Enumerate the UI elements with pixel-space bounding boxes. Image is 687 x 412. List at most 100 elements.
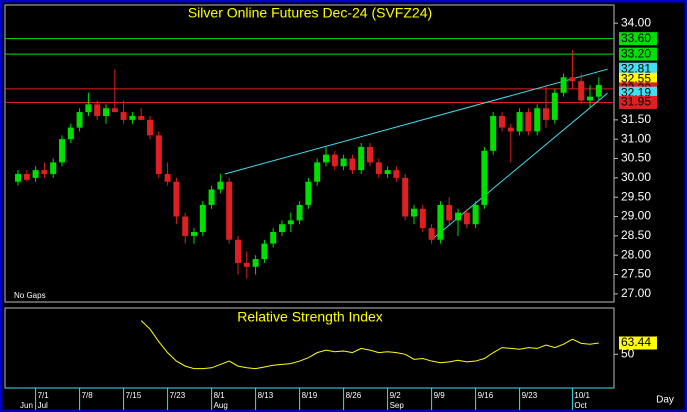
candle-body	[525, 112, 532, 132]
month-label: Jun	[20, 401, 33, 410]
candle-body	[50, 162, 57, 174]
candle-body	[428, 228, 435, 240]
y-tick-label: 29.50	[621, 189, 651, 203]
candle-body	[217, 181, 224, 190]
month-label: Oct	[574, 401, 587, 410]
candle-body	[587, 96, 593, 101]
x-tick-label: 8/19	[302, 391, 318, 400]
candle-body	[164, 173, 171, 182]
rsi-line	[140, 320, 599, 370]
candle-body	[455, 212, 461, 221]
x-tick-label: 7/1	[38, 391, 50, 400]
candle-body	[182, 216, 189, 236]
candle-body	[226, 181, 233, 240]
candle-body	[499, 115, 505, 128]
y-tick-label: 30.50	[621, 151, 651, 165]
level-tag	[619, 47, 657, 61]
candle-body	[323, 154, 329, 163]
candle-body	[155, 135, 162, 174]
candle-body	[534, 108, 541, 132]
y-tick-label: 30.00	[621, 170, 651, 184]
x-tick-label: 7/15	[126, 391, 142, 400]
candle-body	[419, 208, 426, 229]
candle-body	[375, 162, 382, 174]
level-label: 32.55	[621, 71, 651, 85]
candle-body	[490, 115, 497, 151]
candle-body	[41, 170, 48, 174]
candle-body	[331, 154, 338, 167]
candle-body	[270, 232, 277, 244]
x-tick-label: 9/2	[390, 391, 402, 400]
candle-body	[569, 77, 576, 82]
candle-body	[446, 204, 453, 221]
x-tick-label: 9/9	[434, 391, 446, 400]
candle-body	[543, 108, 549, 120]
rsi-tag	[619, 336, 657, 350]
y-tick-label: 31.00	[621, 131, 651, 145]
candle-body	[67, 127, 74, 140]
candle-body	[32, 170, 39, 178]
candle-body	[402, 177, 409, 217]
candle-body	[76, 112, 83, 128]
x-tick-label: 8/26	[346, 391, 362, 400]
candle-body	[314, 162, 321, 182]
x-tick-label: 7/8	[82, 391, 94, 400]
candle-body	[287, 220, 294, 225]
price-panel	[4, 4, 615, 303]
candle-body	[551, 92, 558, 120]
candle-body	[516, 112, 523, 132]
level-label: 33.60	[621, 31, 651, 45]
chart-title: Silver Online Futures Dec-24 (SVFZ24)	[188, 5, 432, 21]
level-tag	[619, 95, 657, 109]
candle-body	[252, 259, 259, 267]
month-label: Aug	[214, 401, 228, 410]
candle-body	[138, 115, 145, 120]
rsi-last-label: 63.44	[621, 335, 651, 349]
candle-body	[481, 150, 488, 205]
y-tick-label: 29.00	[621, 209, 651, 223]
candle-body	[173, 181, 180, 217]
level-tag	[619, 62, 657, 76]
candle-body	[261, 243, 268, 260]
candle-body	[85, 104, 92, 113]
y-tick-label: 27.50	[621, 267, 651, 281]
candle-body	[472, 204, 479, 225]
x-tick-label: 9/16	[478, 391, 494, 400]
candle-body	[23, 173, 30, 180]
x-tick-label: 10/1	[574, 391, 590, 400]
x-tick-label: 7/23	[170, 391, 186, 400]
level-label: 32.19	[621, 85, 651, 99]
level-tag	[619, 32, 657, 46]
candle-body	[120, 112, 127, 120]
candle-body	[349, 158, 356, 171]
candle-body	[279, 224, 285, 233]
level-label: 32.81	[621, 61, 651, 75]
level-label: 31.95	[621, 95, 651, 109]
candle-body	[578, 81, 585, 101]
candle-body	[94, 104, 101, 116]
candle-body	[595, 85, 602, 97]
candle-body	[463, 212, 470, 225]
candle-body	[208, 189, 215, 205]
y-tick-label: 28.50	[621, 228, 651, 242]
candle-body	[235, 239, 241, 263]
candle-body	[340, 158, 347, 167]
month-label: Sep	[390, 401, 405, 410]
y-tick-label: 27.00	[621, 286, 651, 300]
level-label: 33.20	[621, 46, 651, 60]
candle-body	[305, 181, 312, 205]
x-tick-label: 8/1	[214, 391, 226, 400]
candle-body	[393, 170, 400, 178]
candle-body	[243, 262, 250, 267]
candle-body	[358, 146, 365, 171]
candle-body	[191, 232, 197, 236]
month-label: Jul	[38, 401, 48, 410]
candle-body	[367, 146, 373, 163]
candle-body	[103, 108, 109, 116]
candle-body	[296, 204, 303, 221]
candle-body	[507, 127, 514, 132]
candle-body	[111, 108, 118, 113]
